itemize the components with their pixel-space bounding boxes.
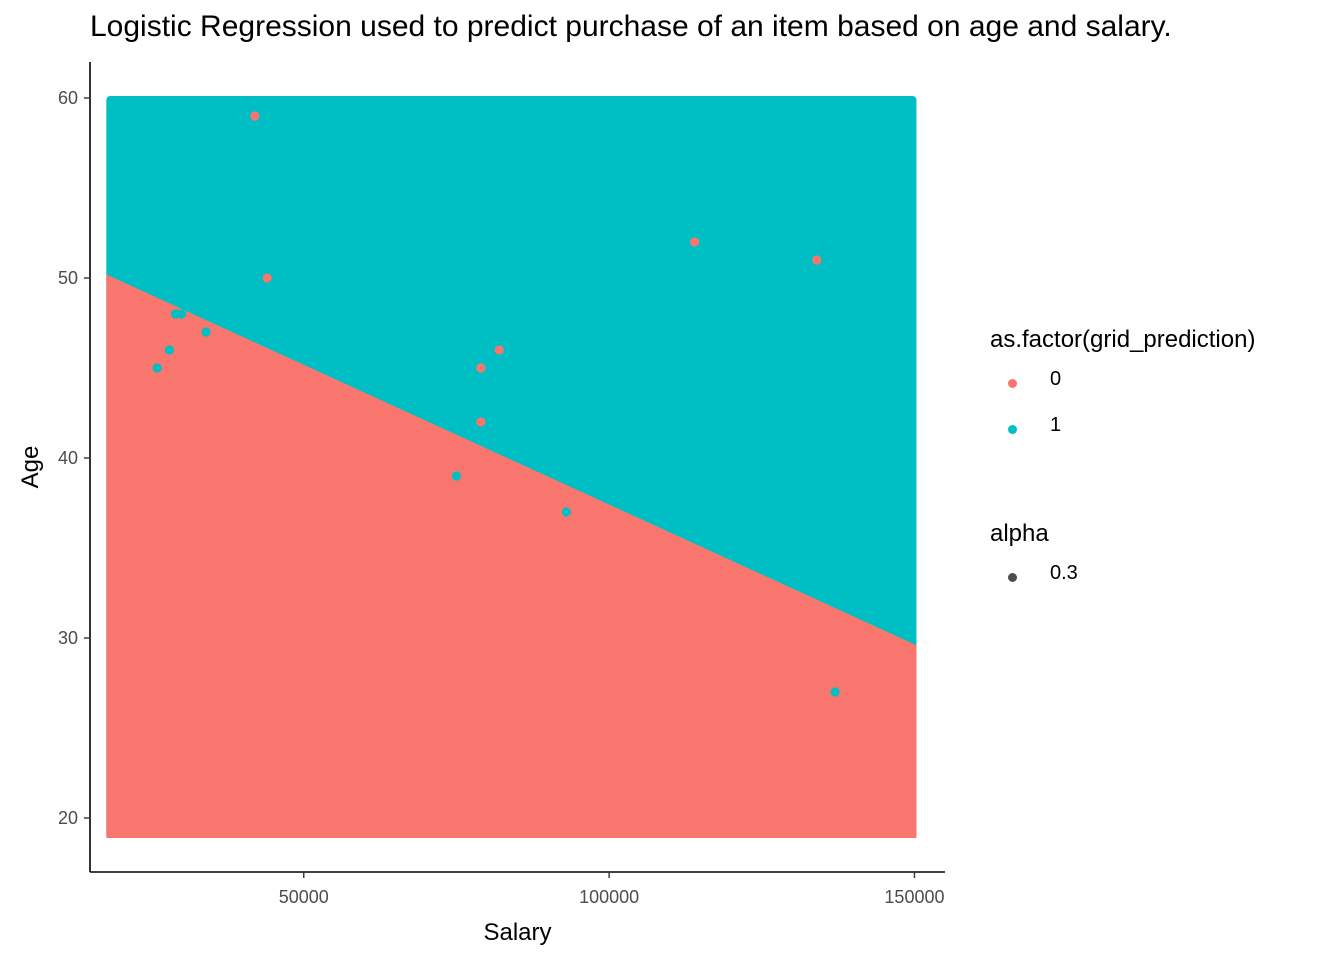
- x-axis-title: Salary: [483, 919, 551, 946]
- legend-item-class-1: 1: [990, 412, 1255, 458]
- legend-dot-class-1: [1008, 425, 1017, 434]
- x-tick-label: 50000: [279, 887, 329, 907]
- point-class-1-4: [152, 363, 162, 373]
- y-tick-label: 50: [58, 268, 78, 288]
- legend-item-alpha: 0.3: [990, 560, 1078, 606]
- point-class-1-1: [177, 309, 187, 319]
- chart-title: Logistic Regression used to predict purc…: [90, 10, 1172, 43]
- y-tick-label: 60: [58, 88, 78, 108]
- y-axis-title: Age: [17, 446, 44, 489]
- decision-regions: [106, 96, 917, 838]
- point-class-0-5: [690, 237, 700, 247]
- x-tick-label: 150000: [884, 887, 944, 907]
- y-tick-label: 40: [58, 448, 78, 468]
- point-class-1-5: [451, 471, 462, 481]
- y-tick-label: 30: [58, 628, 78, 648]
- point-class-1-2: [201, 327, 211, 337]
- legend-dot-class-0: [1008, 379, 1017, 388]
- x-tick-label: 100000: [579, 887, 639, 907]
- legend-alpha: alpha 0.3: [990, 520, 1078, 606]
- legend-prediction-title: as.factor(grid_prediction): [990, 326, 1256, 353]
- legend-prediction: as.factor(grid_prediction) 0 1: [990, 326, 1255, 458]
- point-class-1-6: [561, 507, 571, 517]
- point-class-0-3: [476, 363, 486, 373]
- point-class-1-3: [164, 345, 174, 355]
- point-class-0-6: [812, 255, 822, 265]
- point-class-1-7: [830, 687, 840, 697]
- data-points: [152, 111, 840, 697]
- legend-item-class-0: 0: [990, 366, 1255, 412]
- region-class-0: [106, 274, 917, 838]
- point-class-0-1: [262, 273, 272, 283]
- y-tick-label: 20: [58, 808, 78, 828]
- axes: 50000 100000 150000 20 30 40 50 60 Salary Age: [17, 62, 945, 946]
- point-class-0-4: [476, 417, 486, 427]
- point-class-0-0: [250, 111, 260, 121]
- legend-alpha-title: alpha: [990, 520, 1049, 547]
- point-class-0-2: [494, 345, 504, 355]
- legend-label-class-1: 1: [1050, 414, 1062, 436]
- legend-label-class-0: 0: [1050, 368, 1062, 390]
- legend-dot-alpha: [1008, 573, 1017, 582]
- legend-label-alpha: 0.3: [1050, 562, 1078, 584]
